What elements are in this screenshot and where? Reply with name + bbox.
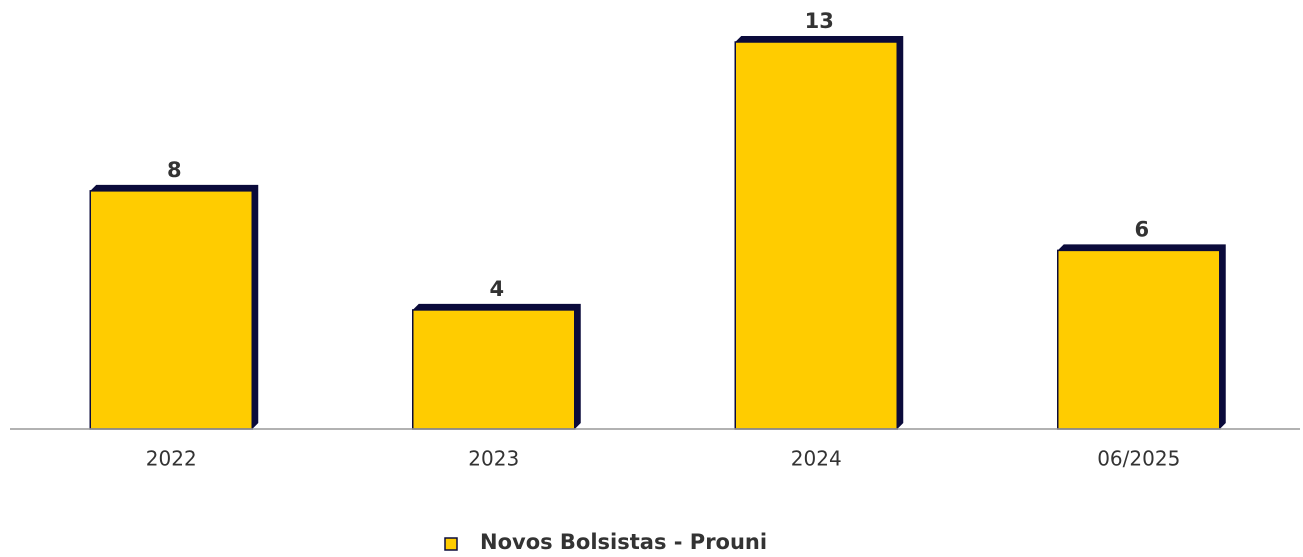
- bar: [1057, 249, 1221, 430]
- bar: [412, 309, 576, 430]
- x-tick-label: 2022: [146, 447, 197, 471]
- x-tick-label: 2023: [468, 447, 519, 471]
- bar: [89, 190, 253, 430]
- x-tick-label: 2024: [791, 447, 842, 471]
- value-label: 6: [1134, 217, 1149, 241]
- legend-swatch: [444, 537, 458, 551]
- x-tick-label: 06/2025: [1097, 447, 1180, 471]
- value-label: 13: [805, 9, 834, 33]
- bar: [734, 41, 898, 430]
- legend-label: Novos Bolsistas - Prouni: [480, 530, 767, 554]
- value-label: 8: [167, 158, 182, 182]
- value-label: 4: [489, 277, 504, 301]
